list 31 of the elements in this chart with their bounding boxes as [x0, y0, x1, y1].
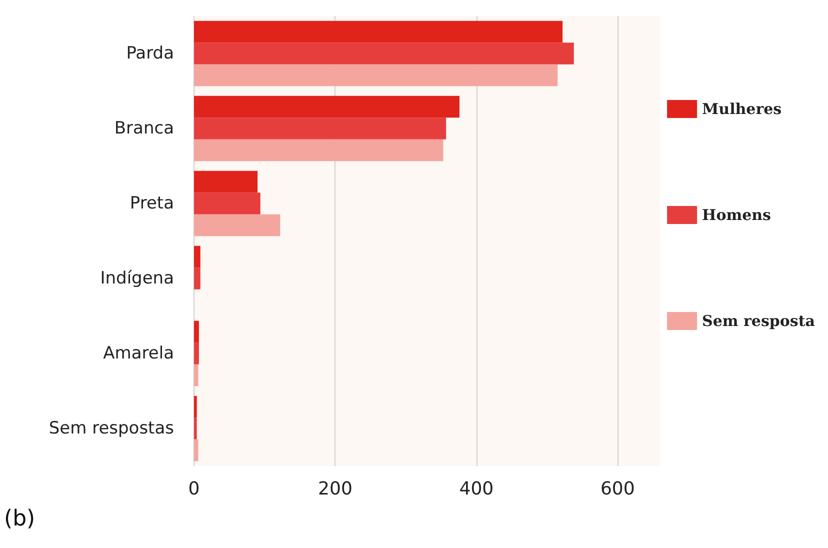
x-tick-label: 400 [459, 478, 494, 500]
text: (b) [4, 506, 36, 532]
bar [194, 439, 198, 462]
bar [194, 396, 197, 418]
x-tick-label: 200 [318, 478, 352, 500]
y-tick-label: Amarela [103, 344, 174, 364]
bar [194, 246, 200, 268]
legend-label: Sem resposta [702, 312, 816, 330]
bar [194, 96, 460, 118]
x-tick-label: 0 [188, 478, 200, 500]
x-tick-label: 600 [600, 478, 635, 500]
bar [194, 139, 444, 162]
bar [194, 42, 574, 64]
bar [194, 192, 260, 214]
legend-label: Homens [702, 206, 772, 224]
bar [194, 64, 558, 86]
y-tick-label: Sem respostas [48, 418, 174, 438]
legend-label: Mulheres [702, 100, 782, 118]
y-tick-label: Parda [126, 44, 174, 64]
bar [194, 20, 563, 43]
y-tick-label: Preta [130, 194, 174, 214]
bar [194, 170, 258, 193]
bar [194, 342, 199, 364]
y-tick-label: Branca [114, 118, 174, 138]
bar [194, 320, 199, 343]
bar [194, 268, 200, 290]
bar [194, 418, 197, 440]
bar [194, 364, 198, 386]
bar [194, 214, 280, 236]
y-tick-label: Indígena [100, 268, 174, 288]
bar [194, 118, 446, 140]
